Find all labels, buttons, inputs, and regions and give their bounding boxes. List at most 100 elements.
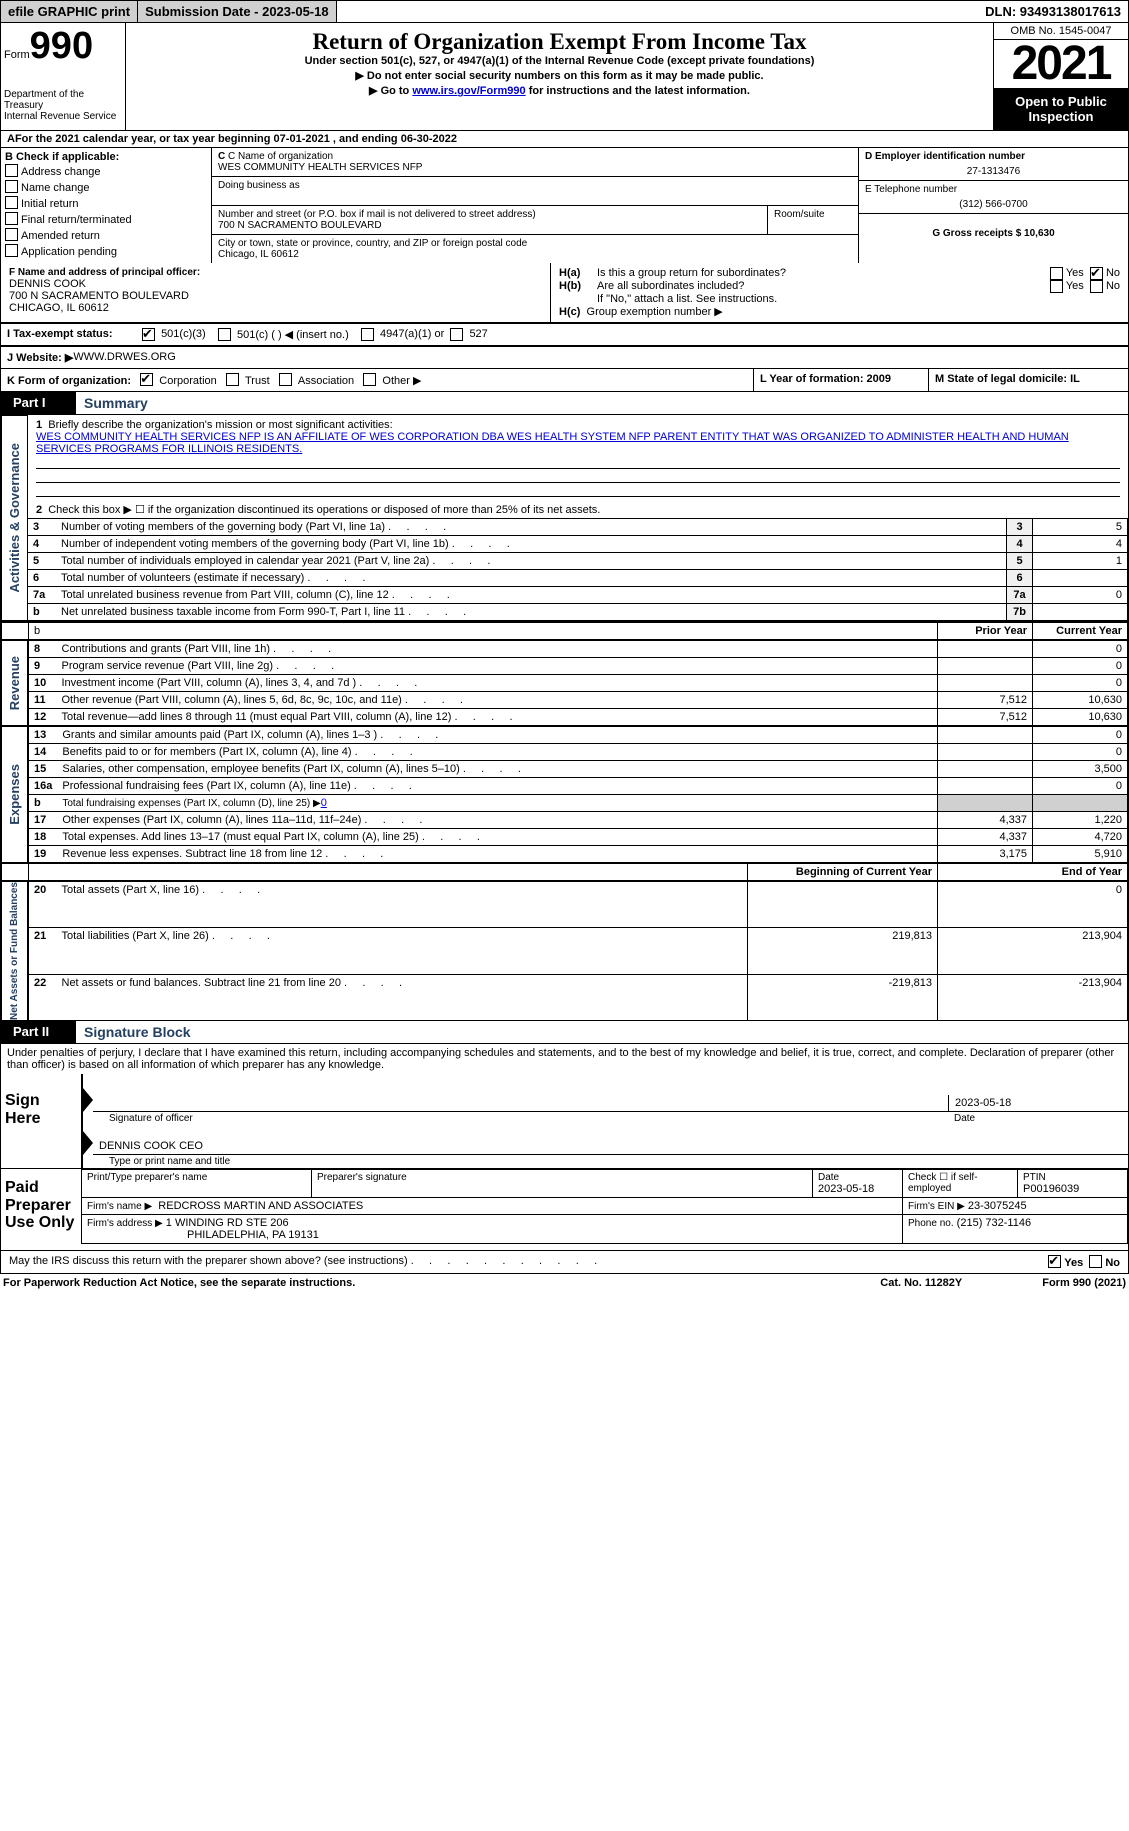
city-label: City or town, state or province, country…	[218, 238, 852, 249]
sign-here-label: Sign Here	[1, 1074, 81, 1168]
l1-prompt: Briefly describe the organization's miss…	[48, 419, 392, 431]
ha-text: Is this a group return for subordinates?	[597, 267, 1050, 280]
header-block: B Check if applicable: Address change Na…	[0, 148, 1129, 263]
instructions-link[interactable]: www.irs.gov/Form990	[412, 85, 525, 97]
subtitle-1: Under section 501(c), 527, or 4947(a)(1)…	[130, 54, 989, 68]
phone: (312) 566-0700	[865, 195, 1122, 210]
check-final-return[interactable]: Final return/terminated	[5, 211, 207, 227]
check-501c3[interactable]	[142, 328, 155, 341]
part-i-header: Part I Summary	[0, 392, 1129, 415]
efile-print-button[interactable]: efile GRAPHIC print	[1, 1, 138, 22]
city-state-zip: Chicago, IL 60612	[218, 249, 852, 260]
footer-right: Form 990 (2021)	[1042, 1277, 1126, 1289]
check-other[interactable]	[363, 373, 376, 386]
firm-addr1: 1 WINDING RD STE 206	[166, 1217, 289, 1229]
open-to-public: Open to Public Inspection	[994, 88, 1128, 130]
i-row: I Tax-exempt status: 501(c)(3) 501(c) ( …	[0, 323, 1129, 346]
may-yes[interactable]	[1048, 1255, 1061, 1268]
firm-phone: (215) 732-1146	[957, 1217, 1031, 1229]
form-header: Form990 Department of the Treasury Inter…	[0, 23, 1129, 131]
f-label: F Name and address of principal officer:	[9, 267, 542, 278]
room-label: Room/suite	[774, 209, 852, 220]
netassets-table: 20Total assets (Part X, line 16)021Total…	[28, 881, 1128, 1021]
sign-date: 2023-05-18	[948, 1095, 1128, 1112]
l1-mission: WES COMMUNITY HEALTH SERVICES NFP IS AN …	[36, 431, 1120, 455]
irs-label: Internal Revenue Service	[4, 111, 122, 122]
dln-cell: DLN: 93493138017613	[978, 1, 1128, 22]
footer-cat: Cat. No. 11282Y	[880, 1277, 962, 1289]
paid-preparer-label: Paid Preparer Use Only	[1, 1169, 81, 1250]
org-name: WES COMMUNITY HEALTH SERVICES NFP	[218, 162, 852, 173]
may-discuss-row: May the IRS discuss this return with the…	[0, 1251, 1129, 1274]
vlabel-expenses: Expenses	[7, 764, 22, 825]
hc-text: Group exemption number ▶	[587, 306, 723, 318]
d-ein-label: D Employer identification number	[865, 151, 1122, 162]
check-application-pending[interactable]: Application pending	[5, 243, 207, 259]
subtitle-2: ▶ Do not enter social security numbers o…	[130, 68, 989, 83]
check-initial-return[interactable]: Initial return	[5, 195, 207, 211]
vlabel-netassets: Net Assets or Fund Balances	[9, 882, 20, 1020]
officer-street: 700 N SACRAMENTO BOULEVARD	[9, 290, 542, 302]
vlabel-revenue: Revenue	[7, 656, 22, 710]
dba-label: Doing business as	[218, 180, 852, 191]
l-year: L Year of formation: 2009	[753, 369, 928, 391]
subtitle-3-pre: ▶ Go to	[369, 85, 412, 97]
firm-addr2: PHILADELPHIA, PA 19131	[87, 1229, 319, 1241]
fh-row: F Name and address of principal officer:…	[0, 263, 1129, 323]
klm-row: K Form of organization: Corporation Trus…	[0, 369, 1129, 392]
form-number: 990	[30, 25, 93, 67]
expenses-table: 13Grants and similar amounts paid (Part …	[28, 726, 1128, 863]
check-4947[interactable]	[361, 328, 374, 341]
hb-yes[interactable]	[1050, 280, 1063, 293]
website: WWW.DRWES.ORG	[73, 351, 175, 364]
g-gross-receipts: G Gross receipts $ 10,630	[865, 228, 1122, 239]
street-label: Number and street (or P.O. box if mail i…	[218, 209, 761, 220]
check-name-change[interactable]: Name change	[5, 179, 207, 195]
ag-table: 3Number of voting members of the governi…	[28, 518, 1128, 621]
b-label: B Check if applicable:	[5, 151, 207, 163]
street: 700 N SACRAMENTO BOULEVARD	[218, 220, 761, 231]
tax-year: 2021	[994, 40, 1128, 88]
may-no[interactable]	[1089, 1255, 1102, 1268]
department-label: Department of the Treasury	[4, 89, 122, 111]
ha-no[interactable]	[1090, 267, 1103, 280]
date-label: Date	[948, 1112, 1128, 1125]
check-amended-return[interactable]: Amended return	[5, 227, 207, 243]
arrow-icon	[83, 1088, 93, 1112]
check-trust[interactable]	[226, 373, 239, 386]
m-state: M State of legal domicile: IL	[928, 369, 1128, 391]
ptin: P00196039	[1023, 1183, 1079, 1195]
footer-left: For Paperwork Reduction Act Notice, see …	[3, 1277, 355, 1289]
e-phone-label: E Telephone number	[865, 184, 1122, 195]
check-corporation[interactable]	[140, 373, 153, 386]
ein: 27-1313476	[865, 162, 1122, 177]
officer-name: DENNIS COOK	[9, 278, 542, 290]
line-a: A For the 2021 calendar year, or tax yea…	[0, 131, 1129, 148]
l2-text: Check this box ▶ ☐ if the organization d…	[48, 504, 600, 516]
subtitle-3-post: for instructions and the latest informat…	[526, 85, 750, 97]
firm-ein: 23-3075245	[968, 1200, 1027, 1212]
revenue-table: 8Contributions and grants (Part VIII, li…	[28, 640, 1128, 726]
j-row: J Website: ▶ WWW.DRWES.ORG	[0, 346, 1129, 369]
check-501c[interactable]	[218, 328, 231, 341]
hb-no[interactable]	[1090, 280, 1103, 293]
ha-yes[interactable]	[1050, 267, 1063, 280]
part-ii-header: Part II Signature Block	[0, 1021, 1129, 1044]
print-name-label: Type or print name and title	[83, 1155, 1128, 1168]
check-527[interactable]	[450, 328, 463, 341]
form-word: Form	[4, 49, 30, 61]
firm-name: REDCROSS MARTIN AND ASSOCIATES	[158, 1200, 363, 1212]
c-name-label: C C Name of organization	[218, 151, 852, 162]
top-bar: efile GRAPHIC print Submission Date - 20…	[0, 0, 1129, 23]
officer-print-name: DENNIS COOK CEO	[93, 1138, 1128, 1155]
hb-text: Are all subordinates included?	[597, 280, 1050, 293]
sig-officer-label: Signature of officer	[83, 1112, 948, 1125]
check-association[interactable]	[279, 373, 292, 386]
perjury-declaration: Under penalties of perjury, I declare th…	[0, 1044, 1129, 1074]
hb-note: If "No," attach a list. See instructions…	[559, 293, 1120, 305]
check-address-change[interactable]: Address change	[5, 163, 207, 179]
submission-date-cell: Submission Date - 2023-05-18	[138, 1, 337, 22]
officer-city: CHICAGO, IL 60612	[9, 302, 542, 314]
form-title: Return of Organization Exempt From Incom…	[130, 25, 989, 54]
arrow-icon	[83, 1131, 93, 1155]
